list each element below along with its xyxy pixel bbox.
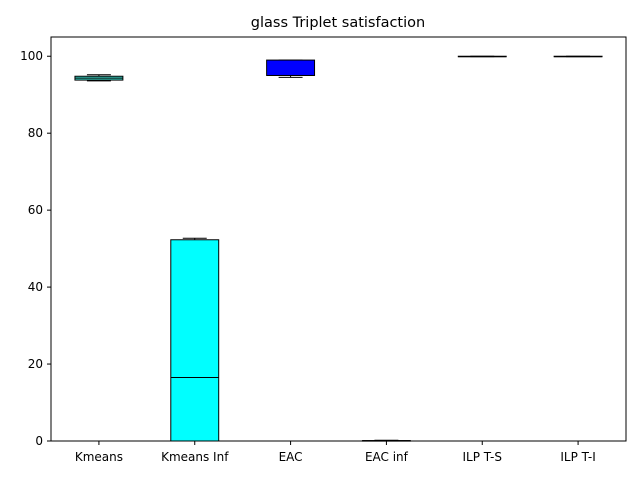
box-eac [266, 59, 316, 78]
x-tick-label: ILP T-S [463, 450, 502, 464]
x-tick-label: Kmeans Inf [161, 450, 229, 464]
x-tick-label: ILP T-I [560, 450, 595, 464]
y-tick-label: 80 [28, 126, 43, 140]
y-tick-label: 20 [28, 357, 43, 371]
y-tick-label: 0 [35, 434, 43, 448]
box-series [74, 55, 603, 442]
y-tick-label: 40 [28, 280, 43, 294]
box-body [170, 239, 220, 442]
y-tick-label: 60 [28, 203, 43, 217]
x-tick-label: EAC inf [365, 450, 409, 464]
box-ilp-t-s [457, 55, 507, 58]
y-axis: 0 20 40 60 80 100 [20, 49, 51, 448]
chart-title: glass Triplet satisfaction [251, 15, 425, 31]
x-tick-label: Kmeans [75, 450, 123, 464]
x-tick-label: EAC [279, 450, 303, 464]
y-tick-label: 100 [20, 49, 43, 63]
x-axis: Kmeans Kmeans Inf EAC EAC inf ILP T-S ILP T-I [75, 441, 596, 464]
box-kmeans-inf [170, 237, 220, 442]
plot-frame [50, 36, 627, 442]
box-body [266, 59, 316, 76]
box-kmeans [74, 74, 124, 82]
box-ilp-t-i [553, 55, 603, 58]
